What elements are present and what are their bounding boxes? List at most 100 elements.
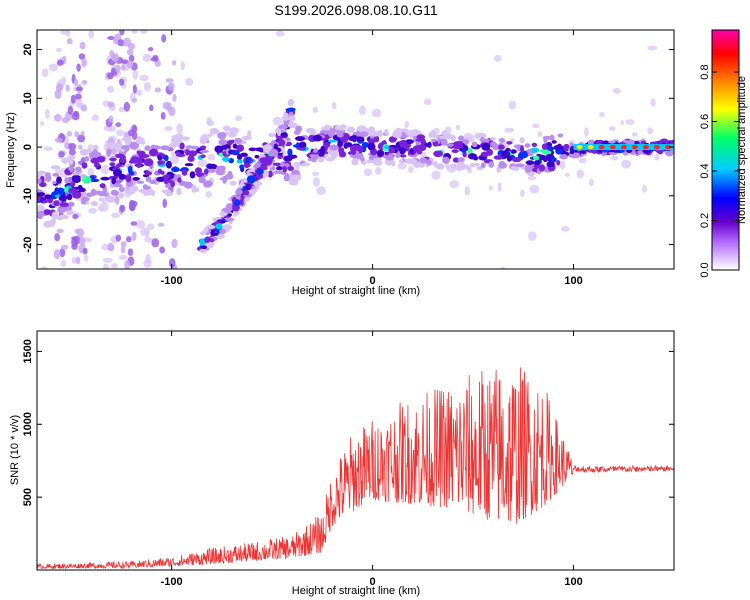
colorbar-tick-label: 0.4 <box>699 163 711 178</box>
heatmap-cell <box>530 147 540 153</box>
heatmap-cell <box>490 141 497 147</box>
heatmap-cell <box>56 228 64 234</box>
heatmap-cell <box>71 112 80 121</box>
heatmap-cell <box>451 149 459 154</box>
colorbar-label: Normalized spectral amplitude <box>736 76 748 224</box>
heatmap-cell <box>117 39 126 47</box>
heatmap-cell <box>108 115 114 123</box>
heatmap-cell <box>273 143 278 151</box>
heatmap-cell <box>361 141 369 148</box>
heatmap-cell <box>126 60 134 69</box>
heatmap-cell <box>43 220 52 228</box>
heatmap-cell <box>110 190 119 196</box>
heatmap-cell <box>185 77 194 86</box>
heatmap-cell <box>113 183 123 188</box>
heatmap-cell <box>90 188 97 196</box>
heatmap-cell <box>510 137 515 143</box>
heatmap-cell <box>301 162 311 167</box>
heatmap-cell <box>599 112 605 118</box>
heatmap-cell <box>580 150 587 154</box>
heatmap-cell <box>74 228 80 234</box>
heatmap-cell <box>533 160 541 167</box>
heatmap-cell <box>66 30 71 37</box>
heatmap-cell <box>55 47 62 53</box>
heatmap-cell <box>151 238 160 248</box>
heatmap-cell <box>282 165 287 173</box>
heatmap-cell <box>121 145 128 150</box>
heatmap-cell <box>200 154 206 159</box>
colorbar-gradient <box>711 29 740 271</box>
heatmap-cell <box>135 219 145 229</box>
heatmap-cell <box>78 53 86 60</box>
heatmap-cell <box>493 155 504 160</box>
heatmap-cell <box>114 195 120 206</box>
heatmap-cell <box>254 162 261 168</box>
heatmap-cell <box>405 130 411 135</box>
heatmap-cell <box>609 126 616 132</box>
heatmap-cell <box>109 157 117 162</box>
heatmap-cell <box>252 181 263 187</box>
heatmap-cell <box>39 121 45 126</box>
heatmap-cell <box>452 157 460 163</box>
heatmap-cell <box>546 146 555 151</box>
heatmap-cell <box>115 179 122 184</box>
heatmap-cell <box>41 68 49 77</box>
heatmap-cell <box>316 186 326 195</box>
heatmap-cell <box>107 142 115 150</box>
heatmap-cell <box>157 222 165 227</box>
heatmap-cell <box>109 162 116 167</box>
heatmap-cell <box>390 160 396 167</box>
heatmap-cell <box>275 30 285 37</box>
heatmap-cell <box>406 142 411 148</box>
heatmap-cell <box>312 177 320 187</box>
heatmap-cell <box>519 136 525 144</box>
heatmap-cell <box>234 199 241 207</box>
heatmap-cell <box>107 72 114 80</box>
heatmap-cell <box>287 107 296 112</box>
heatmap-cell <box>625 119 635 125</box>
heatmap-cell <box>627 139 635 146</box>
heatmap-cell <box>165 160 172 169</box>
heatmap-cell <box>199 149 209 153</box>
heatmap-cell <box>131 30 139 34</box>
heatmap-cell <box>498 144 505 150</box>
heatmap-cell <box>169 155 180 165</box>
heatmap-cell <box>445 132 453 140</box>
heatmap-cell <box>215 223 223 230</box>
heatmap-cell <box>436 164 441 168</box>
heatmap-cell <box>154 87 161 93</box>
heatmap-cell <box>142 53 152 63</box>
heatmap-cell <box>107 101 115 108</box>
heatmap-cell <box>642 145 649 150</box>
heatmap-cell <box>549 134 555 141</box>
heatmap-cell <box>159 246 166 254</box>
heatmap-cell <box>207 153 216 161</box>
heatmap-cell <box>326 130 336 135</box>
heatmap-cell <box>401 131 406 138</box>
heatmap-cell <box>449 180 460 189</box>
snr-ticks: -100 0 100 500 1000 1500 <box>22 331 674 588</box>
snr-series-line <box>37 367 674 570</box>
heatmap-cell <box>44 194 53 200</box>
heatmap-cell <box>559 153 568 160</box>
heatmap-cell <box>225 217 235 222</box>
heatmap-cell <box>390 137 398 142</box>
heatmap-cell <box>255 147 265 152</box>
heatmap-cell <box>206 117 213 126</box>
heatmap-cell <box>510 149 517 154</box>
heatmap-cell <box>139 74 149 82</box>
heatmap-cell <box>198 176 206 184</box>
heatmap-cell <box>455 124 461 131</box>
heatmap-cell <box>71 175 81 184</box>
heatmap-cell <box>172 93 177 102</box>
heatmap-cell <box>121 136 132 142</box>
heatmap-cell <box>144 236 153 243</box>
heatmap-cell <box>228 158 234 164</box>
heatmap-cell <box>114 64 121 73</box>
heatmap-cell <box>126 48 134 56</box>
heatmap-cell <box>99 183 106 189</box>
heatmap-cell <box>185 145 194 149</box>
heatmap-cell <box>136 158 143 165</box>
heatmap-cell <box>86 147 93 154</box>
